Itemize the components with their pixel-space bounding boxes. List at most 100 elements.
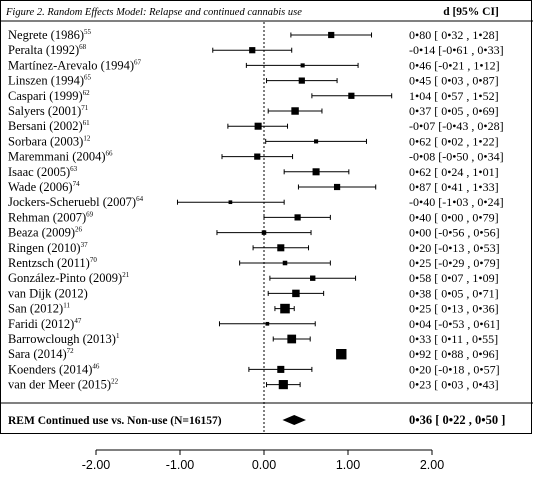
study-name: Negrete (1986) <box>8 28 84 42</box>
study-ci-text: 0•80 [ 0•32 , 1•28] <box>409 28 499 42</box>
effect-marker <box>287 334 297 344</box>
study-name: Ringen (2010) <box>8 241 81 255</box>
study-reference: 71 <box>81 104 89 112</box>
study-reference: 72 <box>67 347 75 355</box>
study-label: San (2012)11 <box>8 302 70 316</box>
summary-label: REM Continued use vs. Non-use (N=16157) <box>8 415 222 427</box>
effect-marker <box>228 200 233 205</box>
effect-marker <box>300 63 305 68</box>
study-ci-text: 0•20 [-0•18 , 0•57] <box>409 362 500 376</box>
study-ci-text: 0•04 [-0•53 , 0•61] <box>409 317 500 331</box>
study-row: Salyers (2001)71 0•37 [ 0•05 , 0•69] <box>8 104 499 118</box>
study-ci-text: 0•20 [-0•13 , 0•53] <box>409 241 500 255</box>
study-name: van der Meer (2015) <box>8 378 111 392</box>
effect-marker <box>265 321 270 326</box>
study-reference: 64 <box>136 195 144 203</box>
study-label: Martínez-Arevalo (1994)67 <box>8 58 142 72</box>
study-row: Rentzsch (2011)70 0•25 [-0•29 , 0•79] <box>8 256 500 270</box>
study-ci-text: 0•37 [ 0•05 , 0•69] <box>409 104 499 118</box>
study-label: Maremmani (2004)66 <box>8 150 113 164</box>
study-label: van der Meer (2015)22 <box>8 378 119 392</box>
effect-marker <box>278 380 288 390</box>
study-row: Ringen (2010)37 0•20 [-0•13 , 0•53] <box>8 241 500 255</box>
study-label: Peralta (1992)68 <box>8 43 87 57</box>
study-row: Jockers-Scheruebl (2007)64 -0•40 [-1•03 ,… <box>8 195 504 209</box>
study-ci-text: 0•40 [ 0•00 , 0•79] <box>409 210 499 224</box>
effect-marker <box>312 168 320 176</box>
effect-marker <box>261 230 267 235</box>
study-reference: 47 <box>74 317 82 325</box>
effect-size-header: d [95% CI] <box>443 6 499 18</box>
effect-marker <box>333 183 341 191</box>
study-reference: 12 <box>83 134 91 142</box>
study-row: San (2012)11 0•25 [ 0•13 , 0•36] <box>8 302 499 316</box>
study-reference: 62 <box>83 89 91 97</box>
study-ci-text: 1•04 [ 0•57 , 1•52] <box>409 89 499 103</box>
x-tick-label: 2.00 <box>420 458 444 472</box>
study-label: Rentzsch (2011)70 <box>8 256 97 270</box>
study-reference: 11 <box>63 302 70 310</box>
x-tick-label: 0.00 <box>252 458 276 472</box>
study-reference: 65 <box>84 74 92 82</box>
study-name: Barrowclough (2013) <box>8 332 116 346</box>
study-label: Negrete (1986)55 <box>8 28 92 42</box>
study-ci-text: 0•38 [ 0•05 , 0•71] <box>409 286 499 300</box>
effect-marker <box>249 47 256 54</box>
study-reference: 66 <box>106 150 114 158</box>
summary-diamond <box>282 415 306 425</box>
study-label: Jockers-Scheruebl (2007)64 <box>8 195 144 209</box>
study-reference: 22 <box>111 378 119 386</box>
study-name: González-Pinto (2009) <box>8 271 122 285</box>
study-label: Beaza (2009)26 <box>8 226 82 240</box>
study-reference: 67 <box>134 58 142 66</box>
study-row: Linszen (1994)65 0•45 [ 0•03 , 0•87] <box>8 74 499 88</box>
study-row: Maremmani (2004)66 -0•08 [-0•50 , 0•34] <box>8 150 504 164</box>
x-tick-label: -1.00 <box>166 458 195 472</box>
study-name: Caspari (1999) <box>8 89 83 103</box>
study-reference: 21 <box>122 271 130 279</box>
study-name: Sorbara (2003) <box>8 134 83 148</box>
effect-marker <box>282 260 288 266</box>
study-row: Sara (2014)72 0•92 [ 0•88 , 0•96] <box>8 347 499 361</box>
effect-marker <box>336 349 347 360</box>
study-ci-text: 0•23 [ 0•03 , 0•43] <box>409 378 499 392</box>
study-reference: 46 <box>92 362 100 370</box>
effect-marker <box>280 303 290 314</box>
study-rows: Negrete (1986)55 0•80 [ 0•32 , 1•28] Peral… <box>8 28 504 392</box>
study-ci-text: -0•40 [-1•03 , 0•24] <box>409 195 504 209</box>
study-label: Wade (2006)74 <box>8 180 80 194</box>
study-reference: 37 <box>81 241 89 249</box>
effect-marker <box>292 289 300 298</box>
study-label: González-Pinto (2009)21 <box>8 271 130 285</box>
study-name: van Dijk (2012) <box>8 286 88 300</box>
study-row: Martínez-Arevalo (1994)67 0•46 [-0•21 , 1… <box>8 58 500 72</box>
effect-marker <box>314 139 319 144</box>
study-row: Faridi (2012)47 0•04 [-0•53 , 0•61] <box>8 317 500 331</box>
study-row: Rehman (2007)69 0•40 [ 0•00 , 0•79] <box>8 210 499 224</box>
summary-row: REM Continued use vs. Non-use (N=16157) … <box>8 413 505 427</box>
effect-marker <box>254 153 261 160</box>
study-reference: 63 <box>70 165 78 173</box>
effect-marker <box>294 214 301 221</box>
study-label: Faridi (2012)47 <box>8 317 82 331</box>
effect-marker <box>291 107 299 115</box>
study-name: Peralta (1992) <box>8 43 79 57</box>
study-name: Rentzsch (2011) <box>8 256 90 270</box>
study-reference: 74 <box>73 180 81 188</box>
study-reference: 26 <box>75 226 83 234</box>
study-row: Isaac (2005)63 0•62 [ 0•24 , 1•01] <box>8 165 499 179</box>
study-label: Rehman (2007)69 <box>8 210 94 224</box>
study-name: Beaza (2009) <box>8 226 75 240</box>
study-reference: 68 <box>79 43 87 51</box>
study-name: Linszen (1994) <box>8 74 84 88</box>
study-row: van der Meer (2015)22 0•23 [ 0•03 , 0•43] <box>8 378 499 392</box>
study-row: Beaza (2009)26 0•00 [-0•56 , 0•56] <box>8 226 500 240</box>
study-name: Koenders (2014) <box>8 362 92 376</box>
study-name: Maremmani (2004) <box>8 150 106 164</box>
study-label: Salyers (2001)71 <box>8 104 89 118</box>
study-ci-text: -0•08 [-0•50 , 0•34] <box>409 150 504 164</box>
study-ci-text: 0•92 [ 0•88 , 0•96] <box>409 347 499 361</box>
study-reference: 69 <box>86 210 94 218</box>
study-label: Barrowclough (2013)1 <box>8 332 120 346</box>
study-name: Wade (2006) <box>8 180 73 194</box>
